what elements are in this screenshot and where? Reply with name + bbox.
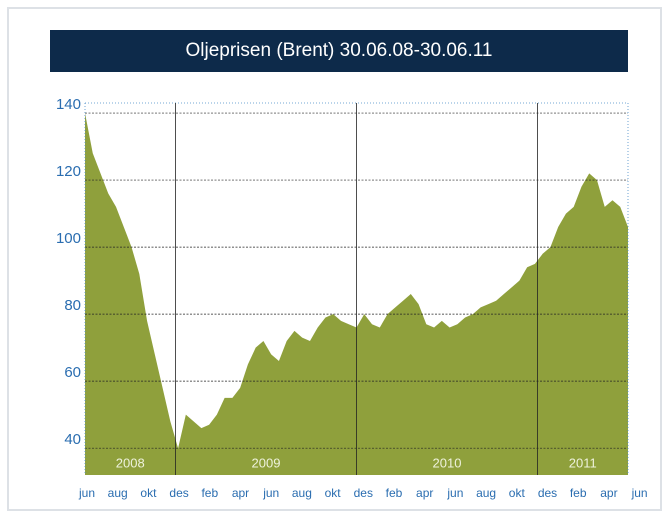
y-tick-label: 140 (56, 96, 81, 113)
year-label: 2010 (433, 455, 462, 470)
x-tick-label: apr (416, 486, 433, 500)
x-tick-label: apr (600, 486, 617, 500)
x-tick-label: jun (78, 486, 95, 500)
year-label: 2008 (116, 455, 145, 470)
x-tick-label: des (354, 486, 373, 500)
year-label: 2011 (569, 455, 597, 470)
y-tick-label: 40 (64, 431, 81, 448)
y-tick-label: 100 (56, 230, 81, 247)
y-tick-label: 60 (64, 364, 81, 381)
x-tick-label: des (169, 486, 188, 500)
x-tick-label: apr (232, 486, 249, 500)
x-tick-label: des (538, 486, 557, 500)
x-tick-label: okt (140, 486, 157, 500)
x-tick-label: feb (570, 486, 587, 500)
year-label: 2009 (252, 455, 281, 470)
x-tick-label: aug (108, 486, 128, 500)
x-tick-label: feb (201, 486, 218, 500)
y-tick-label: 80 (64, 297, 81, 314)
title-bar (50, 30, 628, 72)
x-tick-label: jun (631, 486, 648, 500)
x-tick-label: jun (262, 486, 279, 500)
x-tick-label: aug (476, 486, 496, 500)
x-tick-label: aug (292, 486, 312, 500)
x-tick-label: okt (509, 486, 526, 500)
x-tick-label: jun (446, 486, 463, 500)
x-tick-label: feb (386, 486, 403, 500)
y-tick-label: 120 (56, 163, 81, 180)
x-tick-label: okt (325, 486, 342, 500)
chart-title: Oljeprisen (Brent) 30.06.08-30.06.11 (186, 40, 493, 61)
area (85, 113, 628, 476)
